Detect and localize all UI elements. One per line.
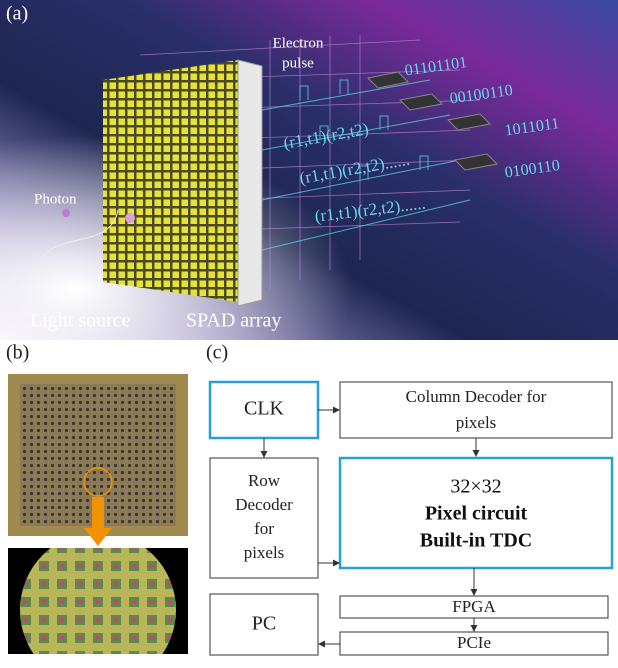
photon-dot bbox=[125, 213, 135, 223]
box-text: PC bbox=[252, 613, 276, 635]
box-text: pixels bbox=[456, 413, 497, 432]
box-text: Row bbox=[248, 471, 281, 490]
box-text: pixels bbox=[244, 543, 285, 562]
box-text: Column Decoder for bbox=[406, 387, 547, 406]
box-text: PCIe bbox=[457, 633, 491, 652]
box-text: for bbox=[254, 519, 274, 538]
panel-label: (a) bbox=[6, 3, 28, 25]
box-text: 32×32 bbox=[450, 476, 501, 498]
box-text: FPGA bbox=[452, 597, 496, 616]
annotation: pulse bbox=[282, 55, 314, 71]
photon-dot bbox=[62, 209, 70, 217]
box-text: Built-in TDC bbox=[420, 530, 532, 552]
panel-label: (c) bbox=[206, 342, 228, 364]
spad-slab bbox=[238, 60, 262, 306]
box-text: Decoder bbox=[235, 495, 293, 514]
annotation: SPAD array bbox=[186, 310, 281, 332]
figure: (a) Electron pulse 01101101 00100110 101… bbox=[0, 0, 618, 663]
box-text: CLK bbox=[244, 398, 285, 420]
annotation: Electron bbox=[273, 35, 324, 51]
box-text: Pixel circuit bbox=[425, 503, 528, 525]
annotation: Photon bbox=[34, 191, 77, 207]
annotation: Light source bbox=[30, 310, 131, 332]
panel-label: (b) bbox=[6, 342, 29, 364]
spad-array bbox=[103, 60, 238, 302]
